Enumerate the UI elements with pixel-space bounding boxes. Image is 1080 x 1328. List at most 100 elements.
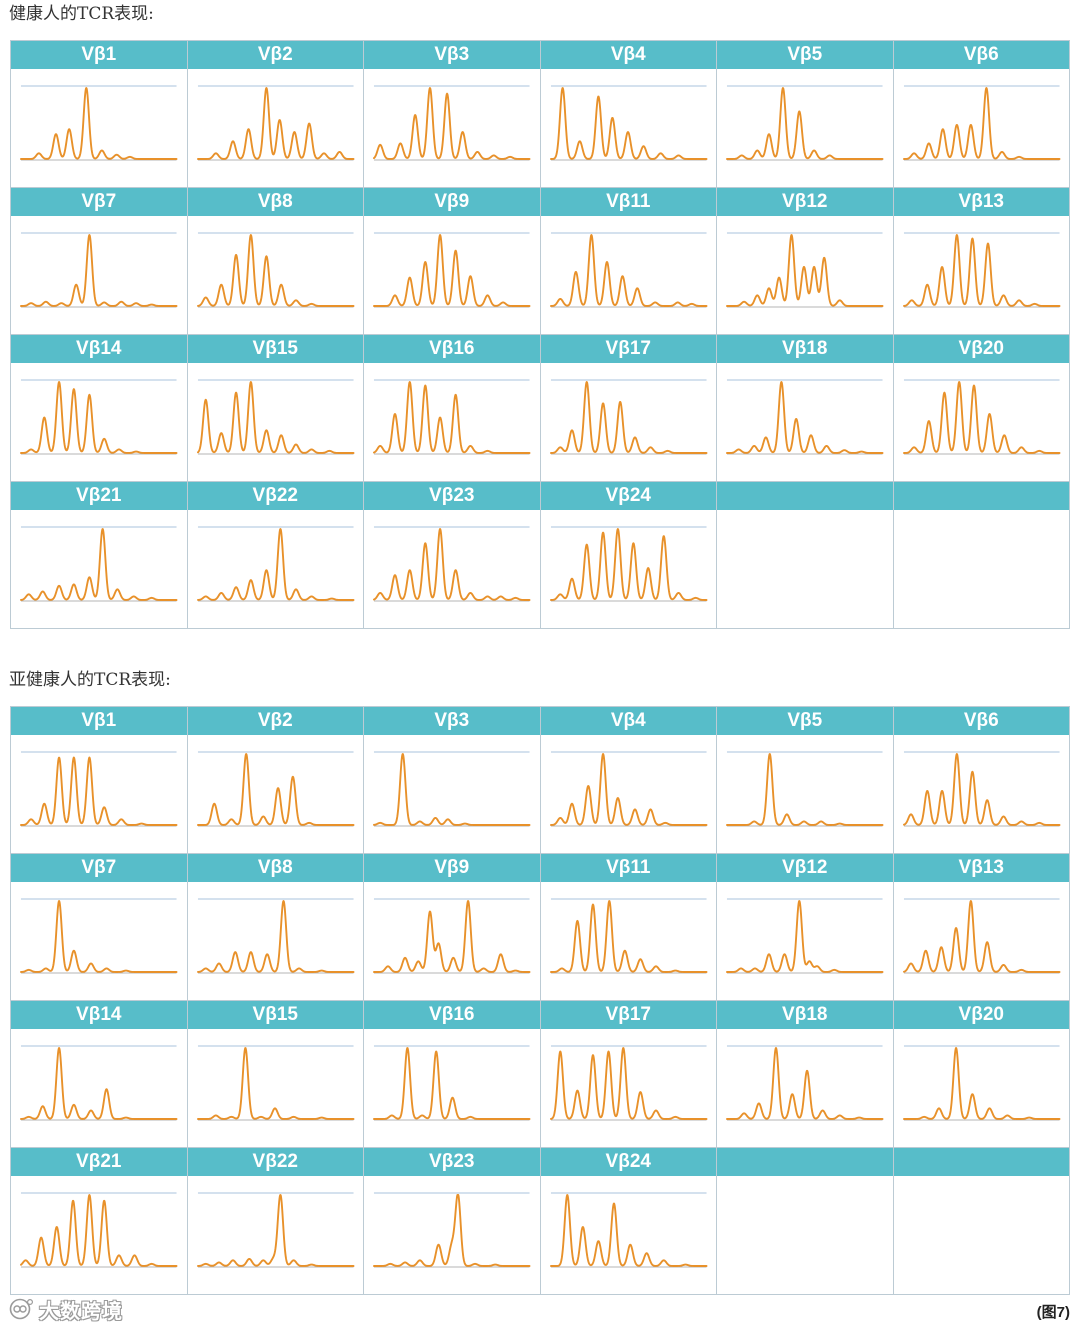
plot-area [894,363,1070,481]
spectratype-curve [902,87,1060,160]
spectratype-curve [196,753,354,826]
plot-area [717,735,893,853]
spectratype-chart [196,526,354,602]
spectratype-curve [373,1194,531,1267]
spectratype-curve [549,87,707,160]
spectratype-chart [20,1192,178,1268]
spectratype-chart [196,85,354,161]
spectratype-subplot: Vβ14 [11,335,188,482]
plot-area [11,69,187,187]
spectratype-subplot: Vβ5 [717,707,894,854]
subhealthy-section-title: 亚健康人的TCR表现: [9,670,171,690]
spectratype-curve [549,753,707,826]
plot-area [717,882,893,1000]
plot-area [188,735,364,853]
spectratype-chart [196,751,354,827]
plot-area [717,69,893,187]
spectratype-curve [196,381,354,454]
subplot-label: Vβ8 [187,188,363,216]
spectratype-chart [549,1192,707,1268]
spectratype-curve [549,234,707,307]
subplot-label: Vβ16 [364,1001,540,1029]
plot-area [11,216,187,334]
spectratype-curve [549,381,707,454]
spectratype-subplot: Vβ9 [364,188,541,335]
subplot-label: Vβ2 [187,707,363,735]
spectratype-subplot: Vβ11 [540,188,717,335]
spectratype-curve [549,900,707,973]
spectratype-curve [373,234,531,307]
spectratype-curve [902,1047,1060,1120]
watermark: 大数跨境 [8,1296,123,1323]
subplot-label: Vβ22 [187,482,363,510]
plot-area [894,216,1070,334]
spectratype-subplot: Vβ24 [540,1148,717,1295]
plot-area [717,1029,893,1147]
spectratype-chart [726,898,884,974]
subplot-label: Vβ7 [11,854,187,882]
subplot-label: Vβ24 [540,482,716,510]
subplot-label: Vβ9 [364,188,540,216]
subplot-label: Vβ5 [717,707,893,735]
spectratype-subplot: Vβ3 [364,707,541,854]
empty-plot-area [894,510,1070,628]
plot-area [717,216,893,334]
watermark-text: 大数跨境 [39,1298,123,1323]
plot-area [364,882,540,1000]
spectratype-curve [373,87,531,160]
spectratype-chart [20,526,178,602]
spectratype-chart [726,232,884,308]
spectratype-chart [373,1045,531,1121]
spectratype-curve [373,900,531,973]
spectratype-subplot: Vβ1 [11,707,188,854]
plot-area [364,69,540,187]
watermark-logo-icon [9,1298,34,1320]
subplot-label: Vβ24 [540,1148,716,1176]
plot-area [894,1029,1070,1147]
spectratype-subplot: Vβ16 [364,335,541,482]
spectratype-subplot: Vβ18 [717,1001,894,1148]
spectratype-curve [20,1047,178,1120]
spectratype-chart [902,1045,1060,1121]
subplot-label: Vβ23 [364,482,540,510]
spectratype-subplot: Vβ18 [717,335,894,482]
spectratype-chart [373,232,531,308]
subplot-label: Vβ4 [540,707,716,735]
plot-area [188,1029,364,1147]
spectratype-subplot: Vβ16 [364,1001,541,1148]
spectratype-subplot: Vβ6 [893,707,1070,854]
plot-area [188,1176,364,1294]
plot-area [364,510,540,628]
healthy-spectratype-grid: Vβ1 Vβ2 Vβ3 Vβ4 Vβ5 Vβ6 Vβ7 Vβ8 Vβ9 Vβ11 Vβ12 Vβ13 V… [10,40,1070,629]
subplot-label: Vβ3 [364,707,540,735]
empty-plot-area [894,1176,1070,1294]
spectratype-subplot: Vβ23 [364,482,541,629]
spectratype-curve [20,381,178,454]
subplot-label: Vβ6 [893,41,1069,69]
spectratype-curve [726,234,884,307]
subplot-label: Vβ20 [893,1001,1069,1029]
spectratype-chart [726,85,884,161]
spectratype-chart [902,751,1060,827]
plot-area [364,735,540,853]
plot-area [364,363,540,481]
subplot-label: Vβ21 [11,482,187,510]
spectratype-subplot: Vβ21 [11,1148,188,1295]
plot-area [11,735,187,853]
spectratype-subplot: Vβ20 [893,1001,1070,1148]
spectratype-curve [902,900,1060,973]
spectratype-chart [373,379,531,455]
spectratype-chart [20,898,178,974]
spectratype-chart [20,85,178,161]
plot-area [541,1029,717,1147]
spectratype-chart [196,898,354,974]
subplot-label: Vβ2 [187,41,363,69]
plot-area [364,1029,540,1147]
spectratype-chart [373,1192,531,1268]
spectratype-curve [373,528,531,601]
plot-area [894,69,1070,187]
subplot-label: Vβ14 [11,335,187,363]
plot-area [188,363,364,481]
subhealthy-spectratype-grid: Vβ1 Vβ2 Vβ3 Vβ4 Vβ5 Vβ6 Vβ7 Vβ8 Vβ9 Vβ11 Vβ12 Vβ13 V… [10,706,1070,1295]
plot-area [188,69,364,187]
